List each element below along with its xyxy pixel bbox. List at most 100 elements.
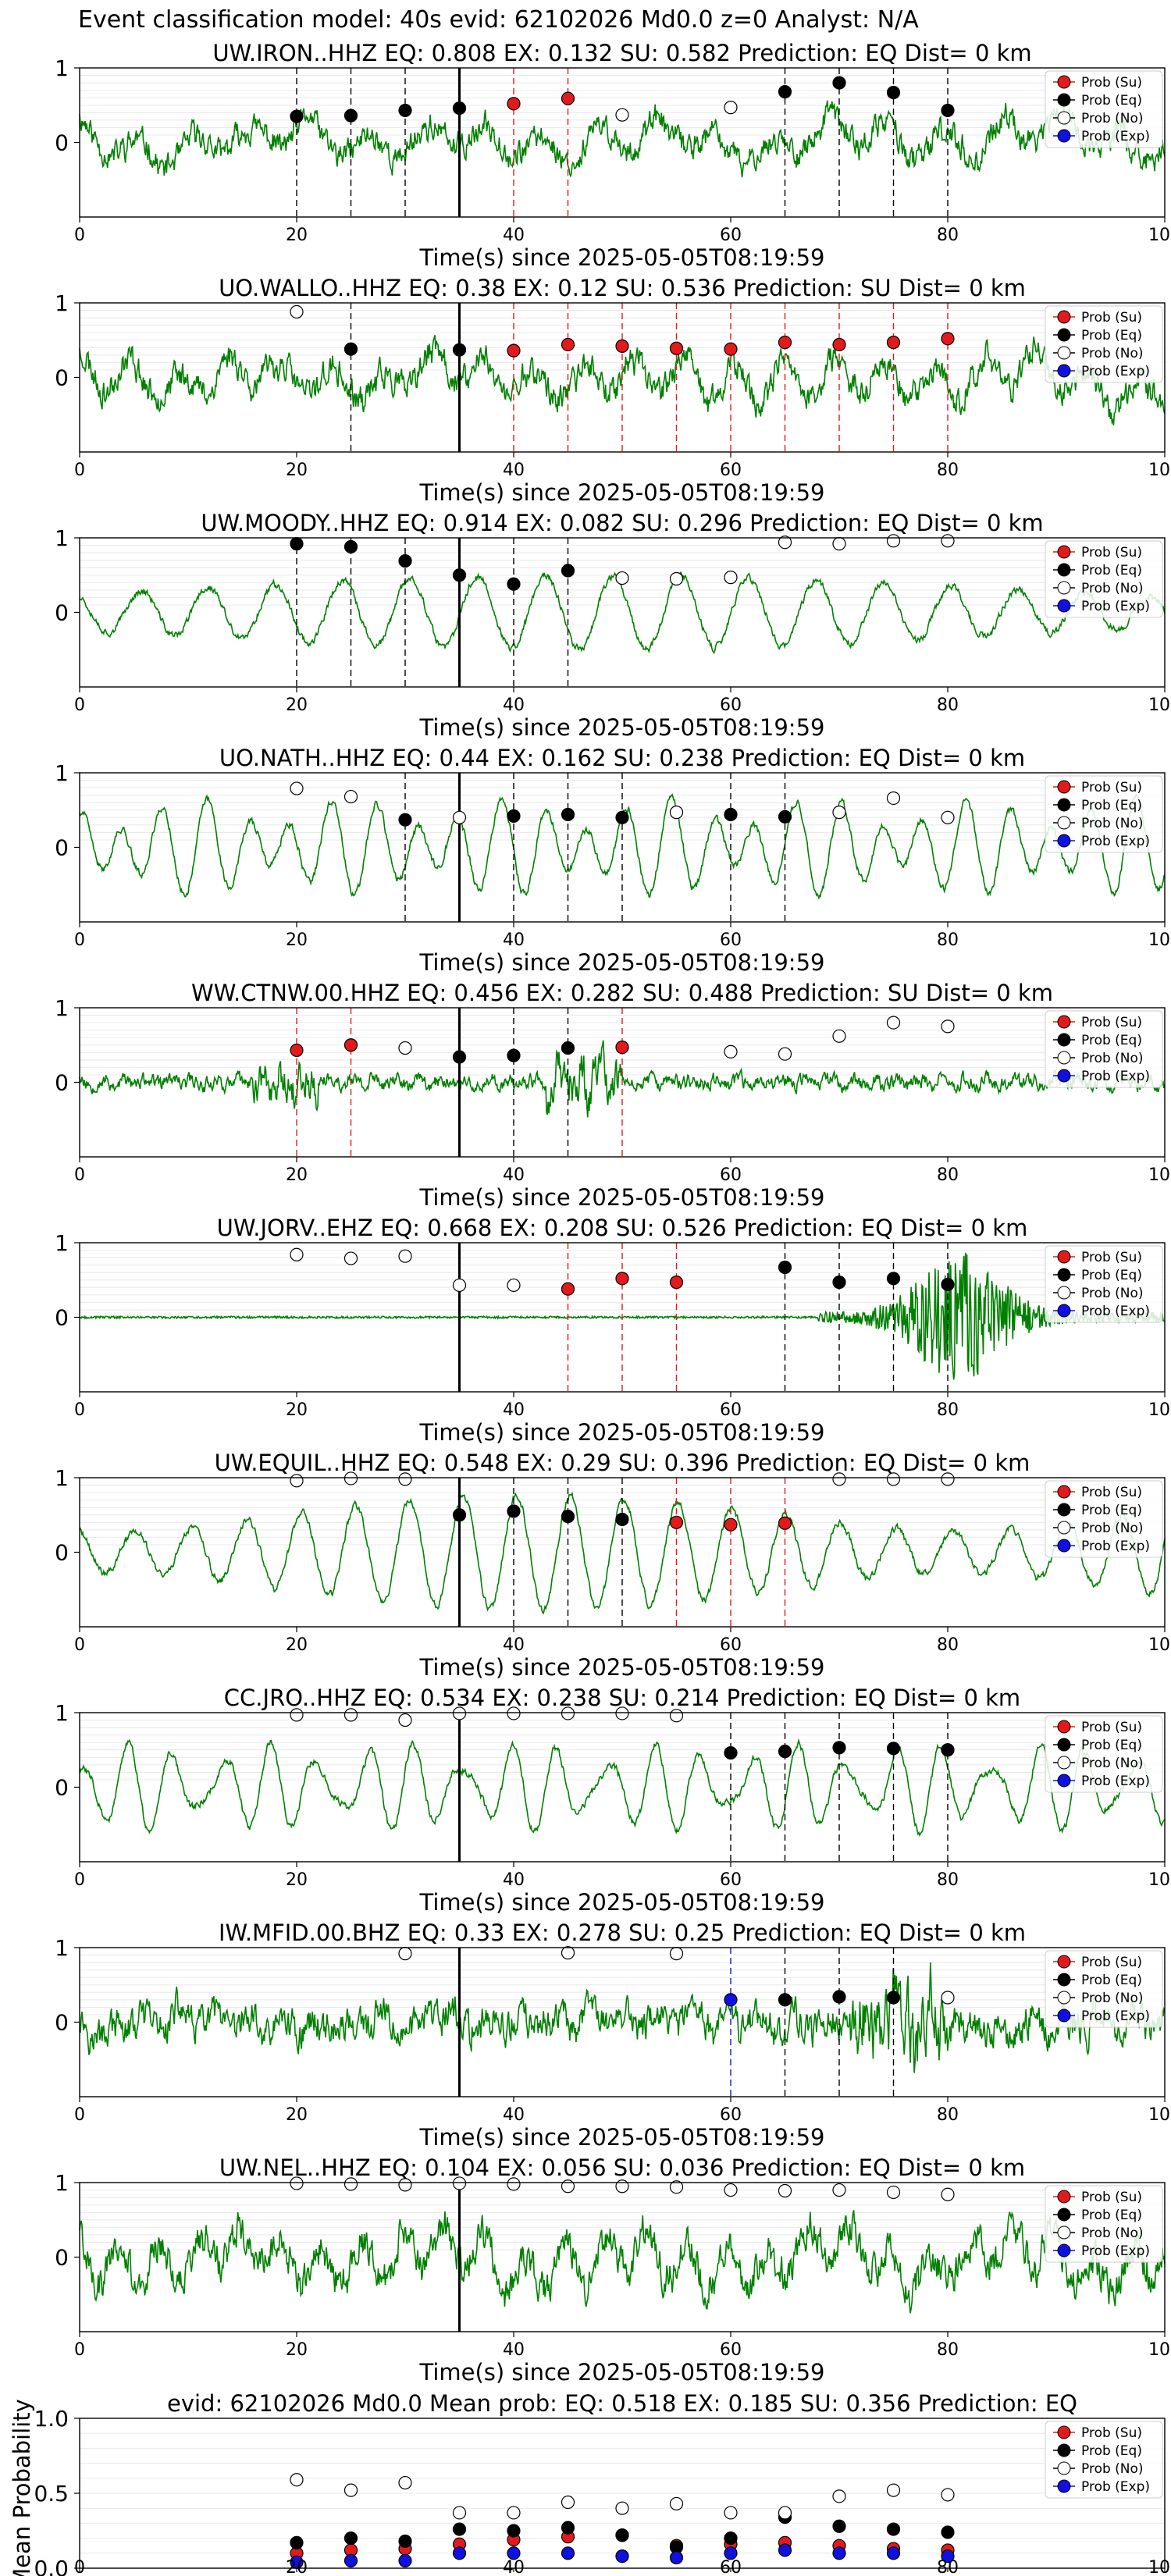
legend-marker-eq [1057,93,1071,107]
prob-marker-no [452,2176,467,2190]
legend-marker-exp [1057,1069,1071,1083]
prob-marker-exp [724,1993,738,2007]
prob-marker-no [290,781,304,795]
figure-suptitle: Event classification model: 40s evid: 62… [78,6,919,34]
prob-marker-su [343,1038,358,1052]
mean-prob-point-no [398,2475,412,2490]
legend-label-su: Prob (Su) [1081,1015,1142,1030]
legend-label-su: Prob (Su) [1081,75,1142,91]
prob-marker-eq [778,1745,792,1759]
legend-box [1045,70,1163,148]
x-tick-label: 60 [720,930,742,950]
prob-marker-no [778,1047,792,1061]
legend-box [1045,1010,1163,1088]
x-axis-label: Time(s) since 2025-05-05T08:19:59 [419,949,825,976]
legend-marker-su [1057,2425,1071,2439]
mean-prob-point-exp [724,2546,738,2560]
x-tick-label: 80 [937,2558,959,2576]
prob-marker-eq [778,1993,792,2007]
x-tick-label: 20 [286,696,308,715]
x-tick-label: 60 [720,1870,742,1890]
station-panel: UW.MOODY..HHZ EQ: 0.914 EX: 0.082 SU: 0.… [55,510,1171,741]
prob-marker-no [615,2179,629,2194]
prob-marker-eq [832,76,846,90]
prob-marker-eq [832,1741,846,1755]
mean-prob-point-no [886,2483,901,2497]
prob-marker-no [886,534,901,548]
prob-marker-eq [452,343,467,357]
x-tick-label: 60 [720,2340,742,2360]
prob-marker-no [398,1249,412,1263]
prob-marker-no [941,810,955,824]
prob-marker-eq [778,1260,792,1275]
mean-prob-point-eq [452,2522,467,2536]
legend-marker-exp [1057,1774,1071,1788]
prob-marker-no [290,304,304,319]
legend-marker-eq [1057,798,1071,812]
x-tick-label: 60 [720,2105,742,2125]
prob-marker-no [941,534,955,548]
prob-marker-eq [941,1277,955,1292]
prob-marker-no [941,1019,955,1034]
y-axis-label: Mean Probability [9,2399,35,2576]
x-tick-label: 60 [720,696,742,715]
legend-label-su: Prob (Su) [1081,1955,1142,1970]
prob-marker-eq [886,85,901,100]
prob-marker-su [615,339,629,353]
prob-marker-no [832,806,846,820]
prob-marker-no [615,1706,629,1720]
x-tick-label: 60 [720,1400,742,1420]
legend-marker-eq [1057,1033,1071,1047]
legend-marker-eq [1057,328,1071,342]
mean-prob-point-eq [507,2524,521,2538]
prob-marker-no [507,2177,521,2191]
legend-label-su: Prob (Su) [1081,1250,1142,1265]
prob-marker-eq [398,103,412,118]
legend-label-eq: Prob (Eq) [1081,1503,1142,1518]
x-tick-label: 100 [1148,1400,1171,1420]
legend-marker-no [1057,346,1071,360]
x-tick-label: 40 [503,1635,525,1655]
prob-marker-eq [832,1276,846,1290]
legend-label-no: Prob (No) [1081,1521,1144,1536]
x-tick-label: 80 [937,2105,959,2125]
legend-label-exp: Prob (Exp) [1081,1304,1150,1319]
y-tick-label: 0 [55,835,69,861]
legend: Prob (Su) Prob (Eq) Prob (No) Prob (Exp) [1045,540,1163,618]
x-tick-label: 80 [937,696,959,715]
x-tick-label: 100 [1148,226,1171,245]
legend-label-su: Prob (Su) [1081,2425,1142,2441]
x-tick-label: 100 [1148,2105,1171,2125]
x-tick-label: 20 [286,2558,308,2576]
x-tick-label: 0 [74,461,85,480]
prob-marker-no [669,1947,684,1961]
station-panel: UW.EQUIL..HHZ EQ: 0.548 EX: 0.29 SU: 0.3… [55,1450,1171,1681]
prob-marker-eq [452,101,467,116]
legend-label-su: Prob (Su) [1081,780,1142,795]
legend-label-su: Prob (Su) [1081,310,1142,326]
prob-marker-no [507,1706,521,1720]
legend-label-eq: Prob (Eq) [1081,2443,1142,2459]
mean-prob-point-eq [724,2532,738,2546]
legend-marker-no [1057,581,1071,595]
y-tick-label: 1 [55,1230,69,1256]
x-axis-label: Time(s) since 2025-05-05T08:19:59 [419,479,825,506]
legend-marker-su [1057,310,1071,324]
legend-label-exp: Prob (Exp) [1081,1774,1150,1789]
y-tick-label: 1.0 [34,2406,69,2432]
mean-prob-point-exp [507,2546,521,2560]
prob-marker-no [832,2183,846,2197]
legend-label-exp: Prob (Exp) [1081,599,1150,614]
panel-title: UW.JORV..EHZ EQ: 0.668 EX: 0.208 SU: 0.5… [217,1215,1028,1241]
prob-marker-eq [724,807,738,822]
legend-label-no: Prob (No) [1081,2226,1144,2241]
station-panel: UW.IRON..HHZ EQ: 0.808 EX: 0.132 SU: 0.5… [55,40,1171,271]
x-tick-label: 20 [286,2340,308,2360]
legend-marker-no [1057,1521,1071,1535]
legend-marker-su [1057,1955,1071,1969]
x-tick-label: 40 [503,1870,525,1890]
prob-marker-su [669,341,684,355]
legend-marker-su [1057,1015,1071,1029]
mean-prob-point-exp [343,2553,358,2567]
legend-label-eq: Prob (Eq) [1081,328,1142,343]
